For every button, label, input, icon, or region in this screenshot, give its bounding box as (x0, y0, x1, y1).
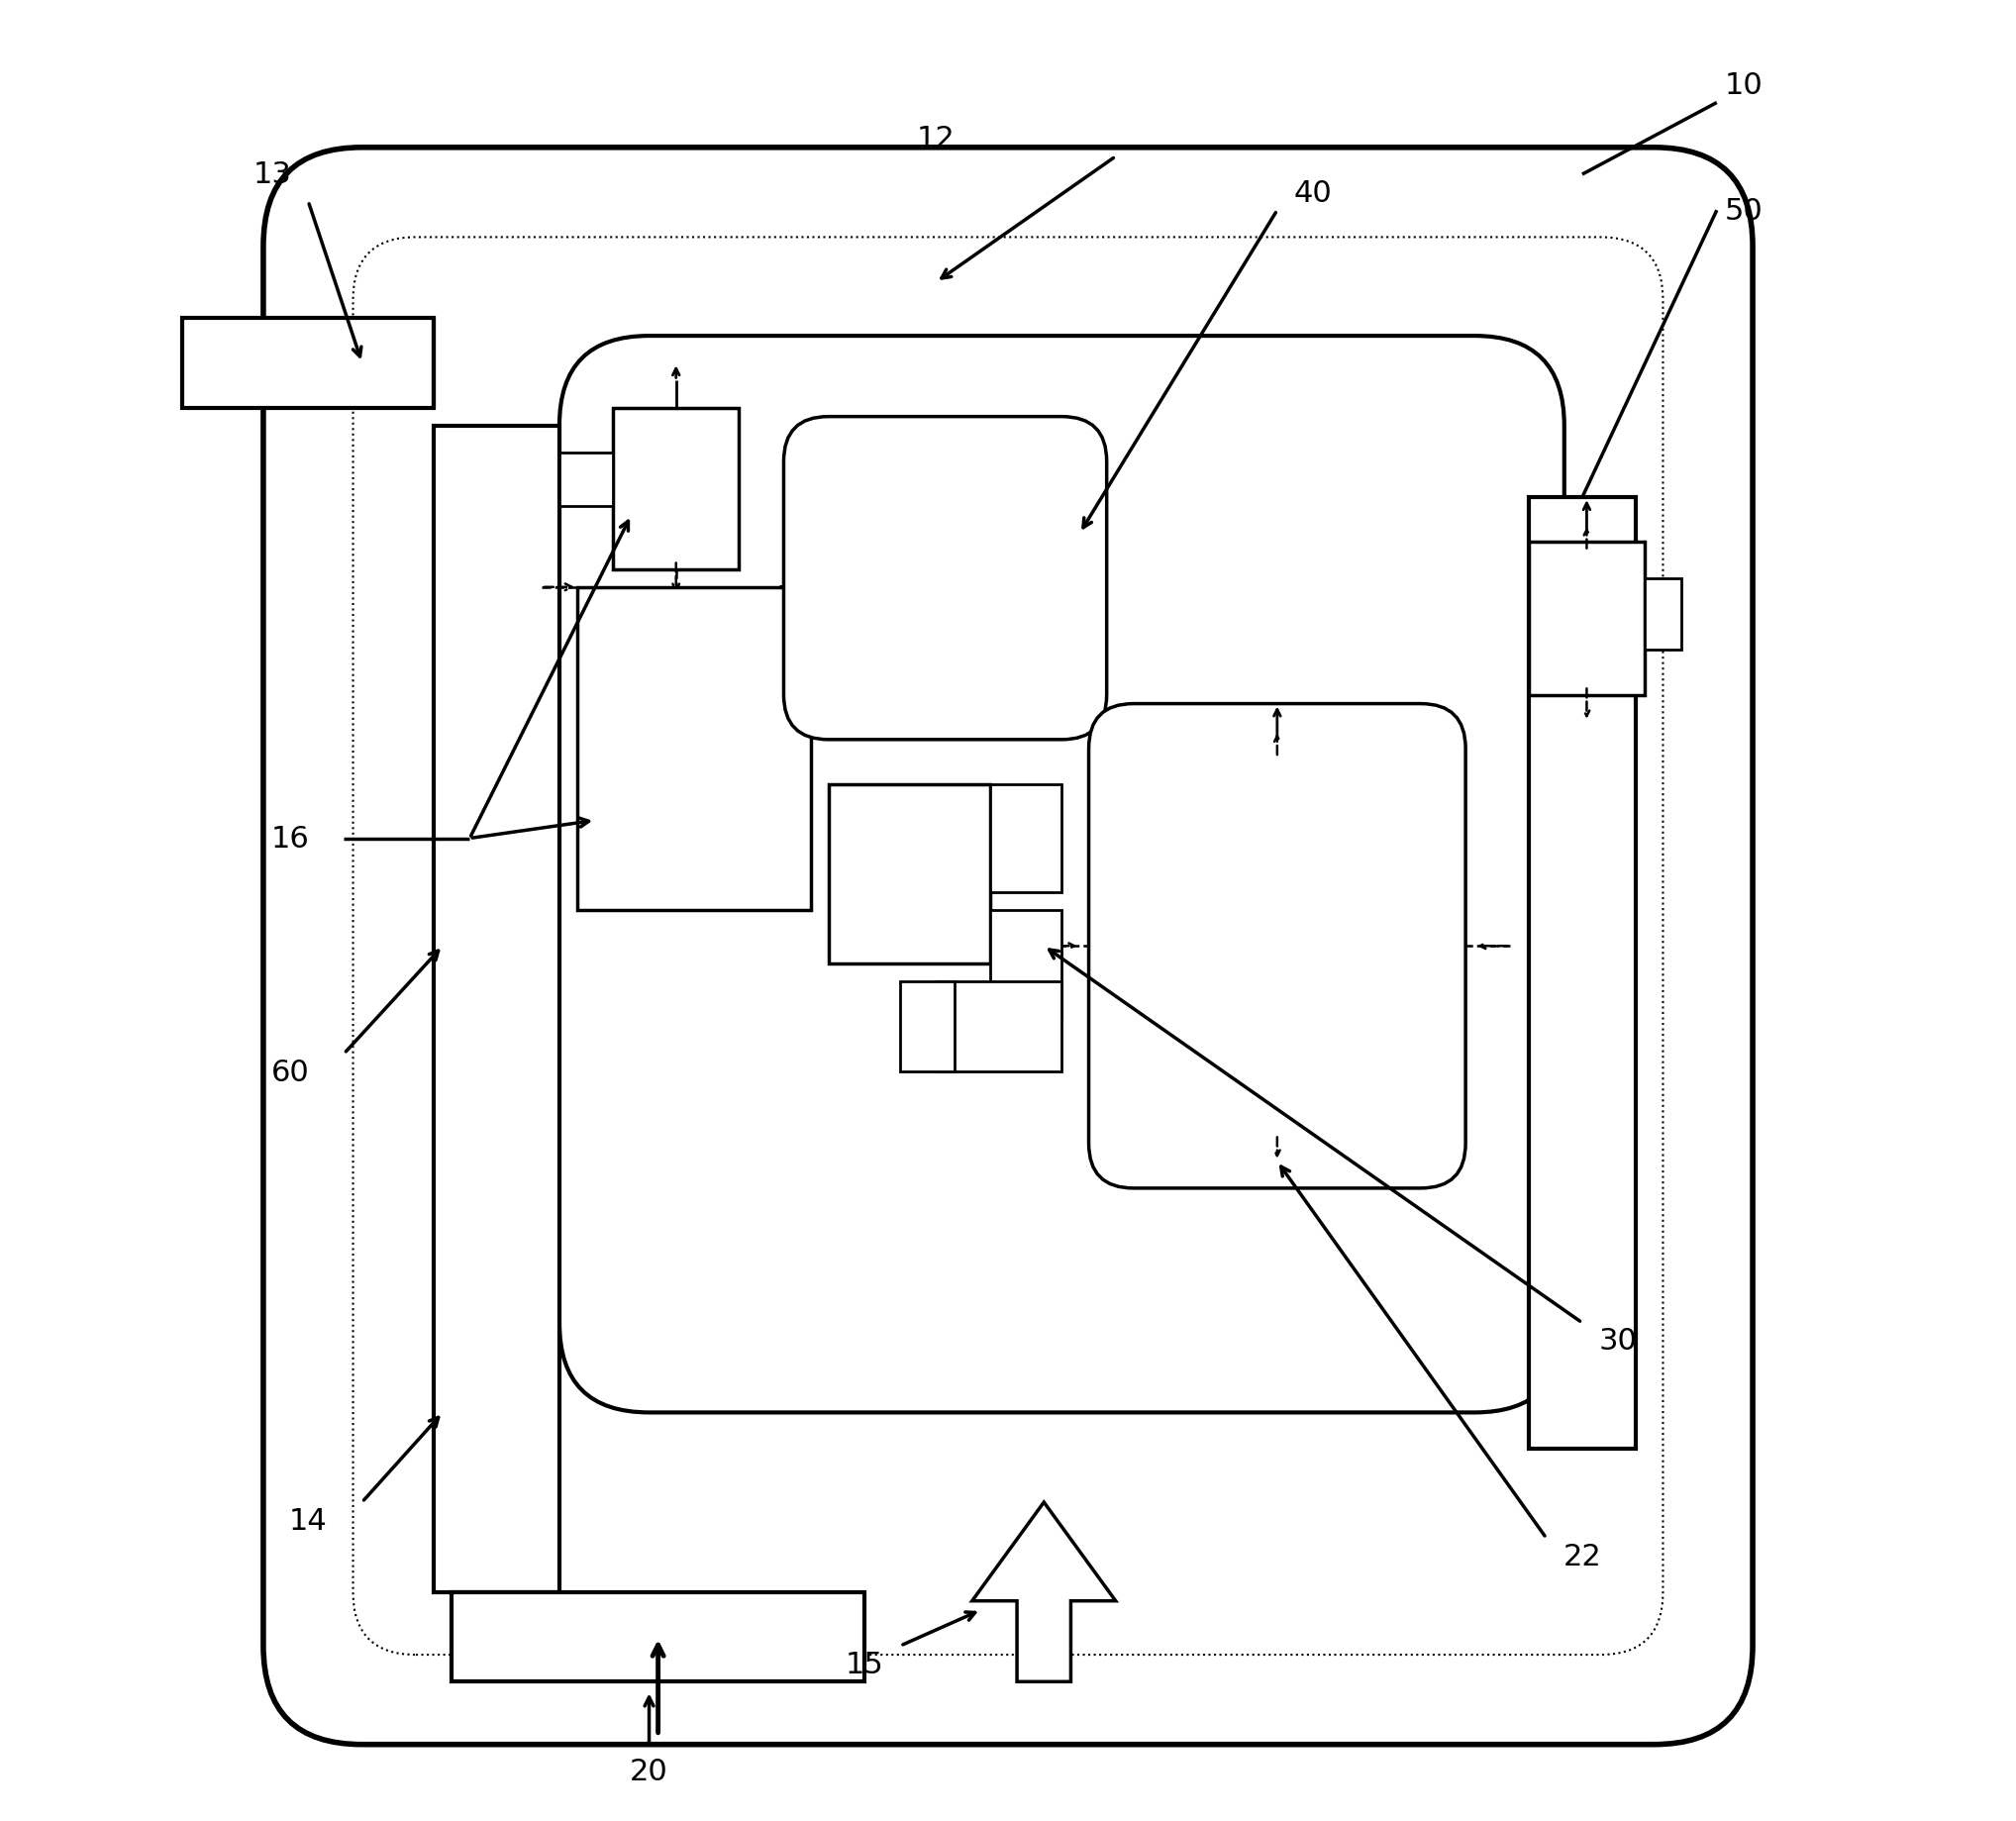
Text: 50: 50 (1724, 197, 1762, 226)
Text: 16: 16 (270, 825, 308, 852)
Text: 13: 13 (254, 160, 292, 189)
Text: 14: 14 (288, 1506, 327, 1535)
Bar (990, 785, 1062, 892)
Text: 40: 40 (1294, 178, 1333, 208)
Text: 12: 12 (917, 126, 956, 153)
Text: 30: 30 (1599, 1326, 1637, 1355)
Text: 60: 60 (270, 1058, 308, 1087)
FancyBboxPatch shape (264, 148, 1752, 1745)
Bar (558, 453, 613, 506)
FancyBboxPatch shape (784, 417, 1107, 739)
Bar (1528, 543, 1645, 696)
Polygon shape (972, 1502, 1115, 1683)
FancyBboxPatch shape (353, 239, 1663, 1655)
FancyBboxPatch shape (558, 337, 1564, 1413)
Bar (1528, 497, 1637, 1448)
Bar (990, 910, 1062, 1018)
Text: 15: 15 (845, 1650, 883, 1679)
Bar (1645, 579, 1681, 650)
Text: 20: 20 (629, 1757, 667, 1786)
Bar (433, 426, 558, 1592)
Bar (452, 1592, 865, 1683)
Bar (613, 408, 738, 570)
Bar (901, 982, 954, 1073)
Bar (829, 785, 990, 965)
Text: 10: 10 (1724, 71, 1762, 100)
Text: 22: 22 (1562, 1542, 1601, 1570)
Bar (577, 588, 810, 910)
FancyBboxPatch shape (1089, 705, 1466, 1189)
Bar (935, 982, 1062, 1073)
Bar (183, 319, 433, 408)
